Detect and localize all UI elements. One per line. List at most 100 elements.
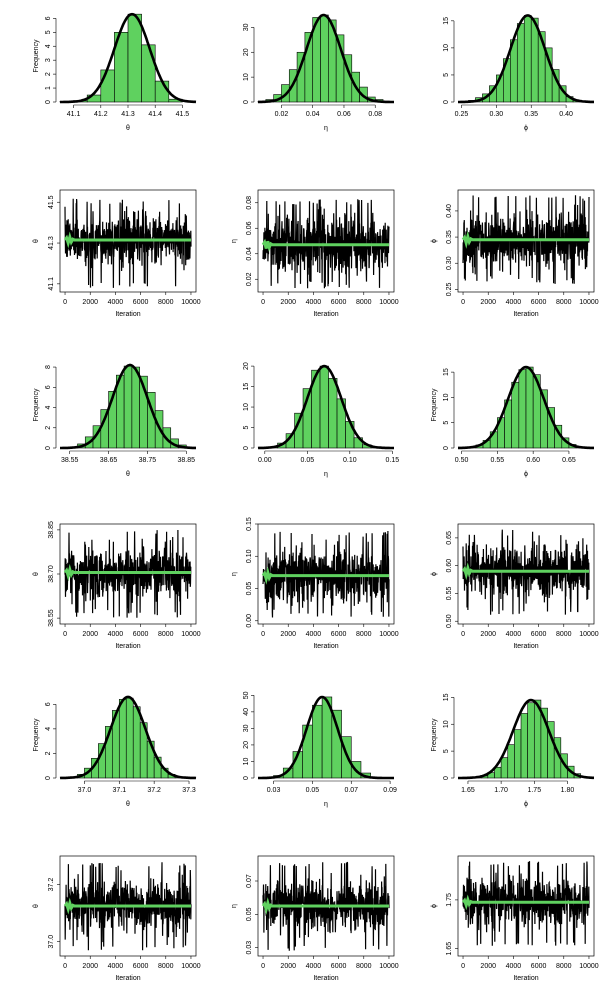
- x-axis-label: Iteration: [115, 311, 140, 318]
- y-tick-label: 5: [443, 421, 450, 425]
- x-tick-label: 4000: [108, 299, 124, 306]
- y-tick-label: 41.1: [48, 277, 55, 291]
- x-tick-label: 4000: [506, 963, 522, 970]
- y-axis-label: η: [231, 572, 238, 576]
- x-tick-label: 0.05: [306, 787, 320, 794]
- x-tick-label: 0.50: [455, 457, 469, 464]
- x-tick-label: 4000: [306, 299, 322, 306]
- y-axis-label: Frequency: [33, 718, 40, 752]
- histogram-bar: [527, 702, 535, 779]
- running-mean-line: [461, 230, 589, 249]
- x-axis-label: Iteration: [513, 975, 538, 982]
- density-curve: [258, 13, 394, 104]
- x-tick-label: 4000: [306, 631, 322, 638]
- x-tick-label: 2000: [480, 631, 496, 638]
- x-tick-label: 0.55: [491, 457, 505, 464]
- y-tick-label: 10: [243, 403, 250, 411]
- x-axis-label: ϕ: [524, 125, 528, 132]
- x-tick-label: 10000: [181, 963, 201, 970]
- x-tick-label: 0.65: [562, 457, 576, 464]
- y-tick-label: 5: [45, 30, 52, 34]
- plot-frame: [257, 855, 395, 957]
- panel-6-2-trace: 0 2000 4000 6000 8000 10000 0.03 0.05 0.07 η Itera…: [231, 855, 399, 982]
- y-tick-label: 0.15: [246, 517, 253, 531]
- y-tick-label: 5: [443, 749, 450, 753]
- x-tick-label: 10000: [379, 299, 399, 306]
- y-tick-label: 0.00: [246, 614, 253, 628]
- y-tick-label: 20: [243, 741, 250, 749]
- histogram-bar: [123, 365, 133, 449]
- panel-6-1-trace: 0 2000 4000 6000 8000 10000 37.0 37.2 θ Iteration: [33, 855, 201, 982]
- y-tick-label: 6: [45, 385, 52, 389]
- x-tick-label: 0: [63, 299, 67, 306]
- histogram-bar: [331, 709, 342, 779]
- y-tick-label: 0.08: [246, 196, 253, 210]
- y-tick-label: 41.3: [48, 236, 55, 250]
- x-tick-label: 1.75: [527, 787, 541, 794]
- plot-frame: [59, 189, 197, 293]
- panel-1-2-histogram: 0.02 0.04 0.06 0.08 0 10 20 30 η: [243, 13, 394, 132]
- x-tick-label: 4000: [506, 631, 522, 638]
- x-tick-label: 38.65: [100, 457, 118, 464]
- y-tick-label: 0: [45, 100, 52, 104]
- y-tick-label: 5: [443, 73, 450, 77]
- histogram-bar: [320, 14, 329, 103]
- x-tick-label: 8000: [556, 299, 572, 306]
- x-tick-label: 0.07: [344, 787, 358, 794]
- x-tick-label: 0.40: [559, 111, 573, 118]
- y-axis-label: ϕ: [431, 904, 438, 908]
- x-tick-label: 10000: [181, 299, 201, 306]
- histogram-bar: [312, 704, 323, 779]
- plot-frame: [457, 523, 595, 625]
- x-tick-label: 6000: [133, 963, 149, 970]
- x-tick-label: 0.06: [337, 111, 351, 118]
- y-tick-label: 10: [443, 44, 450, 52]
- y-axis-label: θ: [33, 572, 40, 576]
- x-tick-label: 0: [63, 631, 67, 638]
- y-tick-label: 0.65: [446, 531, 453, 545]
- y-tick-label: 5: [243, 425, 250, 429]
- x-tick-label: 10000: [579, 299, 599, 306]
- x-tick-label: 2000: [280, 631, 296, 638]
- y-tick-label: 10: [443, 720, 450, 728]
- y-tick-label: 0.50: [446, 614, 453, 628]
- y-tick-label: 10: [243, 73, 250, 81]
- panel-3-1-histogram: 38.55 38.65 38.75 38.85 0 2 4 6 8 Frequency θ: [33, 363, 196, 478]
- y-tick-label: 15: [443, 693, 450, 701]
- x-tick-label: 41.1: [67, 111, 81, 118]
- running-mean-line: [63, 231, 191, 249]
- x-tick-label: 8000: [158, 963, 174, 970]
- x-axis-label: η: [324, 801, 328, 808]
- x-tick-label: 37.3: [182, 787, 196, 794]
- y-tick-label: 0: [243, 446, 250, 450]
- y-tick-label: 0: [443, 446, 450, 450]
- histogram-bar: [523, 15, 532, 103]
- x-tick-label: 6000: [133, 299, 149, 306]
- x-tick-label: 0.02: [275, 111, 289, 118]
- y-tick-label: 0: [443, 776, 450, 780]
- x-tick-label: 0.00: [258, 457, 272, 464]
- x-tick-label: 0.04: [306, 111, 320, 118]
- histogram-bar: [131, 366, 140, 449]
- histogram-bar: [516, 23, 525, 103]
- panel-6-3-trace: 0 2000 4000 6000 8000 10000 1.65 1.75 ϕ Iteration: [431, 855, 599, 982]
- histogram-bar: [319, 365, 329, 449]
- x-tick-label: 10000: [181, 631, 201, 638]
- y-axis-label: ϕ: [431, 572, 438, 576]
- y-tick-label: 10: [443, 393, 450, 401]
- x-tick-label: 8000: [158, 631, 174, 638]
- x-tick-label: 6000: [531, 631, 547, 638]
- x-axis-label: Iteration: [313, 975, 338, 982]
- y-tick-label: 0: [243, 100, 250, 104]
- y-tick-label: 30: [243, 724, 250, 732]
- y-tick-label: 6: [45, 702, 52, 706]
- y-tick-label: 0: [443, 100, 450, 104]
- histogram-bar: [328, 378, 338, 449]
- x-tick-label: 0.10: [343, 457, 357, 464]
- y-tick-label: 0.02: [246, 272, 253, 286]
- running-mean-line: [63, 563, 191, 582]
- x-tick-label: 1.80: [561, 787, 575, 794]
- x-tick-label: 0: [461, 631, 465, 638]
- x-axis-label: η: [324, 125, 328, 132]
- x-tick-label: 41.2: [94, 111, 108, 118]
